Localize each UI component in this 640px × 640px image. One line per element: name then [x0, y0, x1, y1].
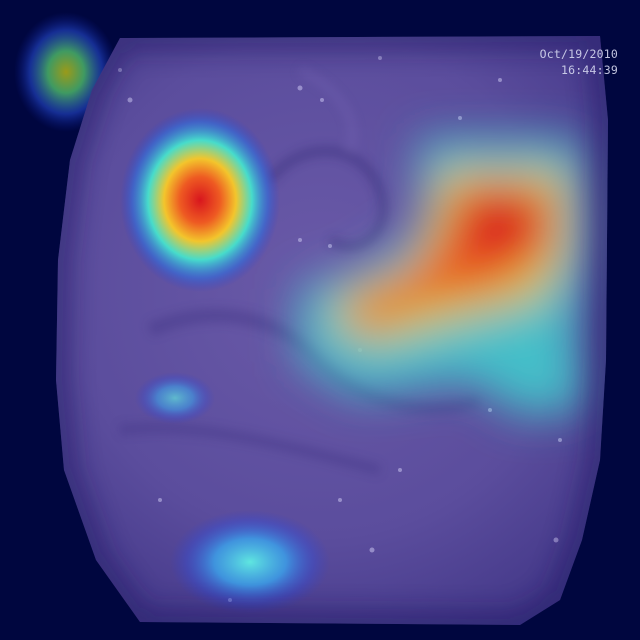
heatmap-mid-spot: [135, 372, 215, 424]
time-label: 16:44:39: [561, 63, 618, 77]
heatmap-right-region: [300, 140, 590, 415]
heatmap-bottom-spot: [170, 510, 330, 614]
date-label: Oct/19/2010: [539, 47, 618, 61]
heatmap-left-hotspot: [120, 108, 280, 292]
timestamp-overlay: Oct/19/2010 16:44:39: [540, 46, 618, 78]
